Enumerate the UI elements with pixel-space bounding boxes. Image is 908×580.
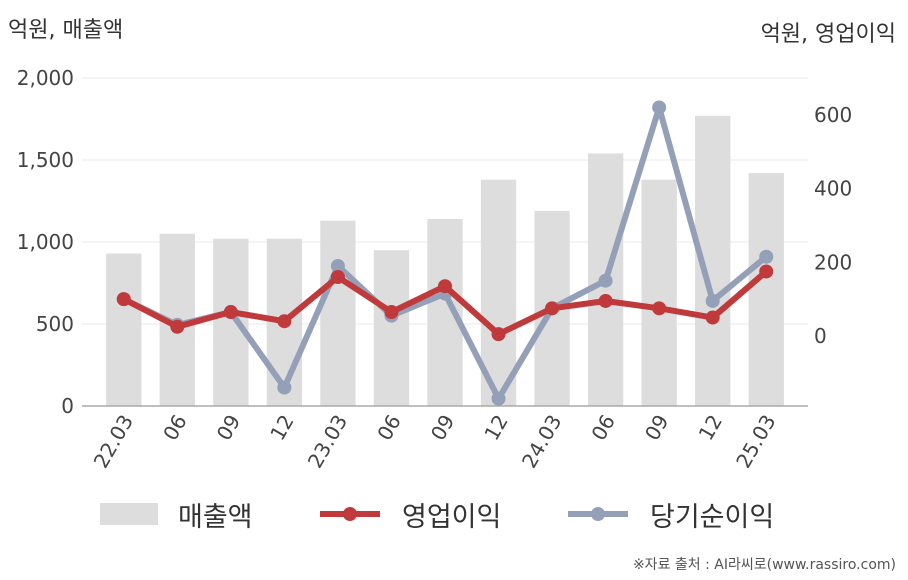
point-operating-profit bbox=[277, 314, 292, 329]
legend: 매출액 영업이익 당기순이익 bbox=[100, 492, 820, 536]
bar-revenue bbox=[373, 250, 410, 406]
point-net-income bbox=[598, 273, 613, 288]
left-axis-unit: 억원, 매출액 bbox=[8, 18, 124, 43]
x-tick-label: 09 bbox=[426, 411, 460, 445]
x-tick-label: 12 bbox=[265, 411, 299, 445]
point-operating-profit bbox=[170, 319, 185, 334]
left-tick-label: 500 bbox=[36, 312, 74, 336]
x-tick-label: 23.03 bbox=[303, 411, 352, 473]
x-tick-label: 09 bbox=[640, 411, 674, 445]
line-series bbox=[116, 100, 774, 406]
right-axis-ticks: 0 200 400 600 bbox=[814, 103, 852, 348]
point-operating-profit bbox=[545, 301, 560, 316]
point-operating-profit bbox=[598, 293, 613, 308]
point-net-income bbox=[277, 380, 292, 395]
legend-item-revenue: 매출액 bbox=[100, 492, 253, 536]
bar-revenue bbox=[480, 179, 517, 406]
point-net-income bbox=[759, 249, 774, 264]
point-net-income bbox=[705, 293, 720, 308]
point-net-income bbox=[330, 258, 345, 273]
legend-label-operating-profit: 영업이익 bbox=[402, 501, 502, 533]
bar-revenue bbox=[641, 179, 677, 406]
x-tick-label: 09 bbox=[212, 411, 246, 445]
left-axis-ticks: 0 500 1,000 1,500 2,000 bbox=[17, 66, 74, 418]
bar-revenue bbox=[213, 238, 249, 406]
legend-label-revenue: 매출액 bbox=[178, 501, 253, 533]
right-tick-label: 200 bbox=[814, 250, 852, 274]
x-tick-label: 12 bbox=[479, 411, 513, 445]
point-net-income bbox=[491, 391, 506, 406]
x-tick-label: 25.03 bbox=[731, 411, 780, 473]
legend-label-net-income: 당기순이익 bbox=[650, 501, 775, 533]
chart: 0 500 1,000 1,500 2,000 0 200 400 600 22.03 06 09… bbox=[17, 66, 852, 473]
x-tick-label: 06 bbox=[158, 411, 192, 445]
source-credit: ※자료 출처 : AI라씨로(www.rassiro.com) bbox=[632, 557, 896, 573]
point-operating-profit bbox=[652, 301, 667, 316]
point-operating-profit bbox=[759, 264, 774, 279]
left-tick-label: 1,000 bbox=[17, 230, 74, 254]
x-tick-label: 24.03 bbox=[517, 411, 566, 473]
revenue-bars bbox=[106, 115, 784, 406]
left-tick-label: 1,500 bbox=[17, 148, 74, 172]
legend-item-operating-profit: 영업이익 bbox=[318, 492, 501, 536]
point-operating-profit bbox=[491, 327, 506, 342]
x-tick-label: 06 bbox=[586, 411, 620, 445]
x-axis-ticks: 22.03 06 09 12 23.03 06 09 12 24.03 06 09 12 25.03 bbox=[89, 411, 781, 473]
legend-swatch-net-income bbox=[568, 507, 628, 521]
x-tick-label: 12 bbox=[694, 411, 728, 445]
point-operating-profit bbox=[330, 270, 345, 285]
legend-item-net-income: 당기순이익 bbox=[566, 492, 774, 536]
point-operating-profit bbox=[384, 305, 399, 320]
left-tick-label: 0 bbox=[61, 394, 74, 418]
point-operating-profit bbox=[705, 310, 720, 325]
right-axis-unit: 억원, 영업이익 bbox=[760, 22, 896, 47]
point-operating-profit bbox=[438, 279, 452, 294]
right-tick-label: 400 bbox=[814, 177, 852, 201]
bar-revenue bbox=[320, 220, 356, 406]
legend-swatch-revenue bbox=[100, 503, 158, 525]
right-tick-label: 600 bbox=[814, 103, 852, 127]
x-tick-label: 22.03 bbox=[89, 411, 138, 473]
point-operating-profit bbox=[116, 292, 131, 307]
left-tick-label: 2,000 bbox=[17, 66, 74, 90]
x-tick-label: 06 bbox=[372, 411, 406, 445]
bar-revenue bbox=[748, 173, 784, 406]
legend-swatch-operating-profit bbox=[320, 507, 380, 521]
bar-revenue bbox=[106, 253, 142, 406]
right-tick-label: 0 bbox=[814, 324, 827, 348]
point-operating-profit bbox=[223, 305, 238, 320]
point-net-income bbox=[652, 100, 667, 115]
